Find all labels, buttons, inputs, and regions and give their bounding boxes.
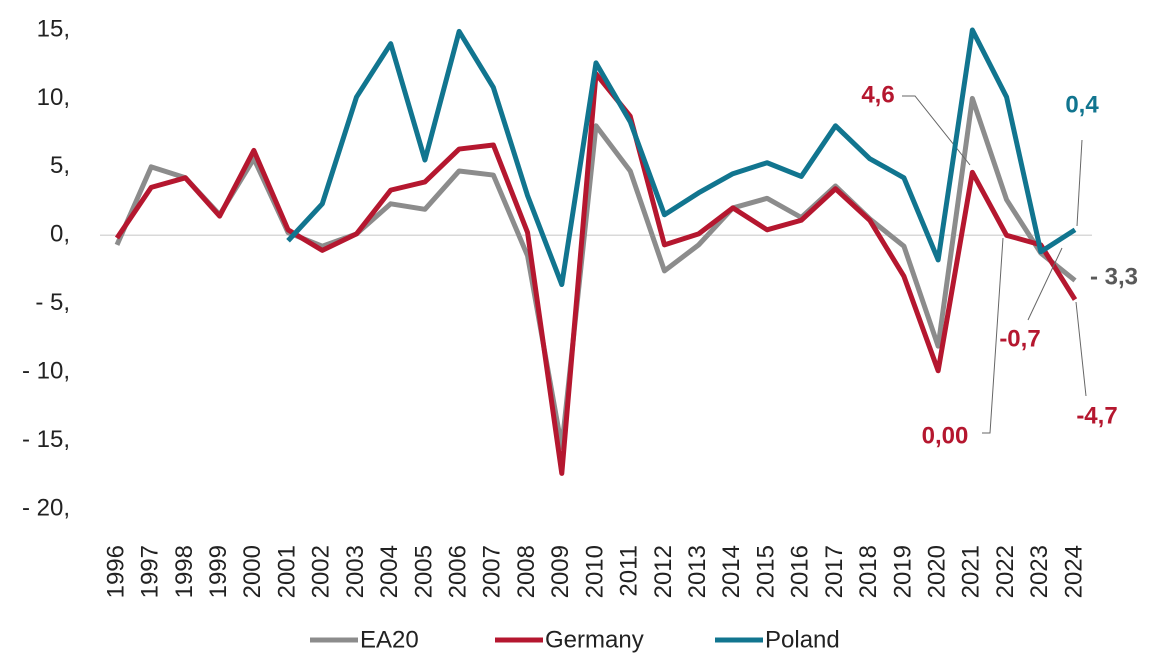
legend-label: Poland	[765, 626, 840, 653]
leader-line	[1076, 139, 1083, 227]
value-label: 0,4	[1065, 91, 1099, 118]
x-tick-label: 2010	[581, 545, 608, 598]
x-tick-label: 2018	[855, 545, 882, 598]
y-tick-label: 0,	[50, 221, 70, 248]
leader-line	[902, 95, 971, 166]
x-tick-label: 2016	[787, 545, 814, 598]
x-tick-label: 2002	[308, 545, 335, 598]
x-tick-label: 2000	[239, 545, 266, 598]
value-label: 4,6	[861, 81, 894, 108]
x-tick-label: 2003	[342, 545, 369, 598]
x-tick-label: 2017	[821, 545, 848, 598]
x-tick-label: 2004	[376, 545, 403, 598]
x-tick-label: 2015	[752, 545, 779, 598]
leader-line	[1075, 301, 1087, 397]
x-tick-label: 2005	[410, 545, 437, 598]
x-tick-label: 2024	[1060, 545, 1087, 598]
y-tick-label: - 5,	[35, 289, 70, 316]
x-tick-label: 2006	[444, 545, 471, 598]
x-tick-label: 2008	[513, 545, 540, 598]
value-label: - 3,3	[1090, 263, 1138, 290]
x-tick-label: 2009	[547, 545, 574, 598]
leader-line	[1027, 247, 1063, 321]
x-tick-label: 2022	[992, 545, 1019, 598]
x-tick-label: 1996	[102, 545, 129, 598]
x-tick-label: 2021	[958, 545, 985, 598]
x-tick-label: 2013	[684, 545, 711, 598]
line-series	[286, 27, 1077, 288]
x-tick-label: 1999	[205, 545, 232, 598]
x-tick-label: 2012	[650, 545, 677, 598]
y-tick-label: 5,	[50, 152, 70, 179]
x-tick-label: 2007	[479, 545, 506, 598]
value-label: -4,7	[1076, 402, 1117, 429]
x-tick-label: 2011	[616, 545, 643, 597]
legend-label: Germany	[545, 626, 644, 653]
x-tick-label: 1997	[137, 545, 164, 598]
x-tick-label: 1998	[171, 545, 198, 598]
y-tick-label: - 20,	[22, 494, 70, 521]
value-label: 0,00	[922, 422, 969, 449]
value-label: -0,7	[999, 325, 1040, 352]
legend-label: EA20	[360, 626, 419, 653]
y-tick-label: 15,	[37, 15, 70, 42]
x-tick-label: 2014	[718, 545, 745, 598]
y-tick-label: - 10,	[22, 357, 70, 384]
x-tick-label: 2001	[273, 545, 300, 598]
x-tick-label: 2019	[889, 545, 916, 598]
x-tick-label: 2020	[923, 545, 950, 598]
leader-line	[982, 237, 1004, 434]
x-tick-label: 2023	[1026, 545, 1053, 598]
y-tick-label: - 15,	[22, 426, 70, 453]
y-tick-label: 10,	[37, 84, 70, 111]
line-series	[114, 95, 1077, 450]
